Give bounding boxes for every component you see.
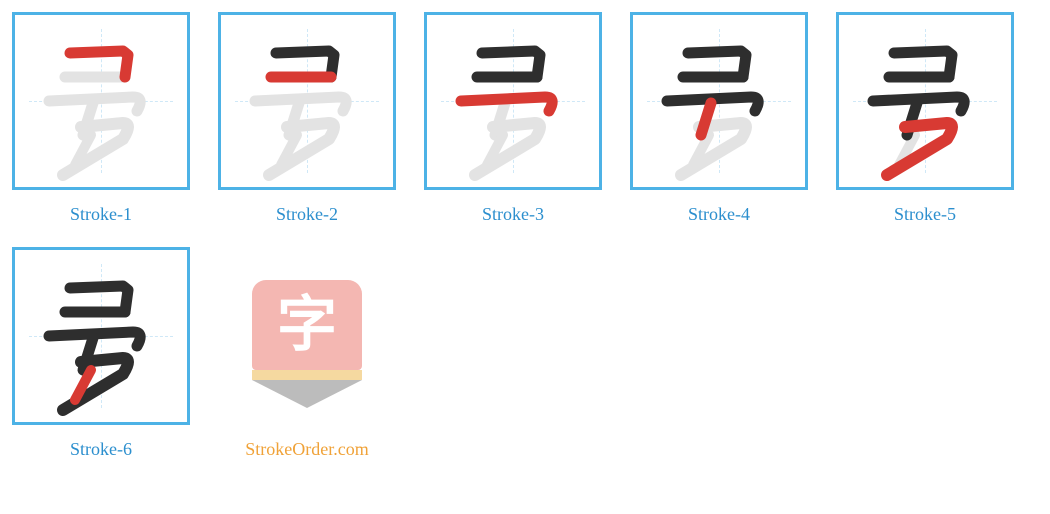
stroke-cell: Stroke-1 [12, 12, 190, 225]
stroke-cell: Stroke-2 [218, 12, 396, 225]
stroke-caption: Stroke-1 [70, 204, 132, 225]
logo-top: 字 [252, 280, 362, 370]
stroke-cell: Stroke-6 [12, 247, 190, 460]
stroke-tile [836, 12, 1014, 190]
character-glyph [427, 15, 599, 187]
stroke-cell: Stroke-4 [630, 12, 808, 225]
character-glyph [633, 15, 805, 187]
stroke-tile [424, 12, 602, 190]
character-glyph [221, 15, 393, 187]
logo-pencil-tip-icon [252, 380, 362, 408]
logo-band [252, 370, 362, 380]
stroke-tile [218, 12, 396, 190]
character-glyph [15, 250, 187, 422]
site-logo-icon: 字 [252, 280, 362, 410]
logo-character: 字 [277, 295, 337, 355]
stroke-tile [12, 12, 190, 190]
stroke-caption: Stroke-3 [482, 204, 544, 225]
character-glyph [15, 15, 187, 187]
stroke-caption: Stroke-6 [70, 439, 132, 460]
stroke-caption: Stroke-5 [894, 204, 956, 225]
stroke-cell: Stroke-3 [424, 12, 602, 225]
stroke-5 [887, 123, 952, 175]
logo-tile: 字 [218, 247, 396, 425]
character-glyph [839, 15, 1011, 187]
site-caption[interactable]: StrokeOrder.com [245, 439, 368, 460]
stroke-tile [630, 12, 808, 190]
stroke-caption: Stroke-2 [276, 204, 338, 225]
stroke-caption: Stroke-4 [688, 204, 750, 225]
logo-cell: 字 StrokeOrder.com [218, 247, 396, 460]
stroke-tile [12, 247, 190, 425]
stroke-order-grid: Stroke-1 Stroke-2 Stroke-3 Stroke-4 Stroke-5… [12, 12, 1038, 460]
stroke-cell: Stroke-5 [836, 12, 1014, 225]
